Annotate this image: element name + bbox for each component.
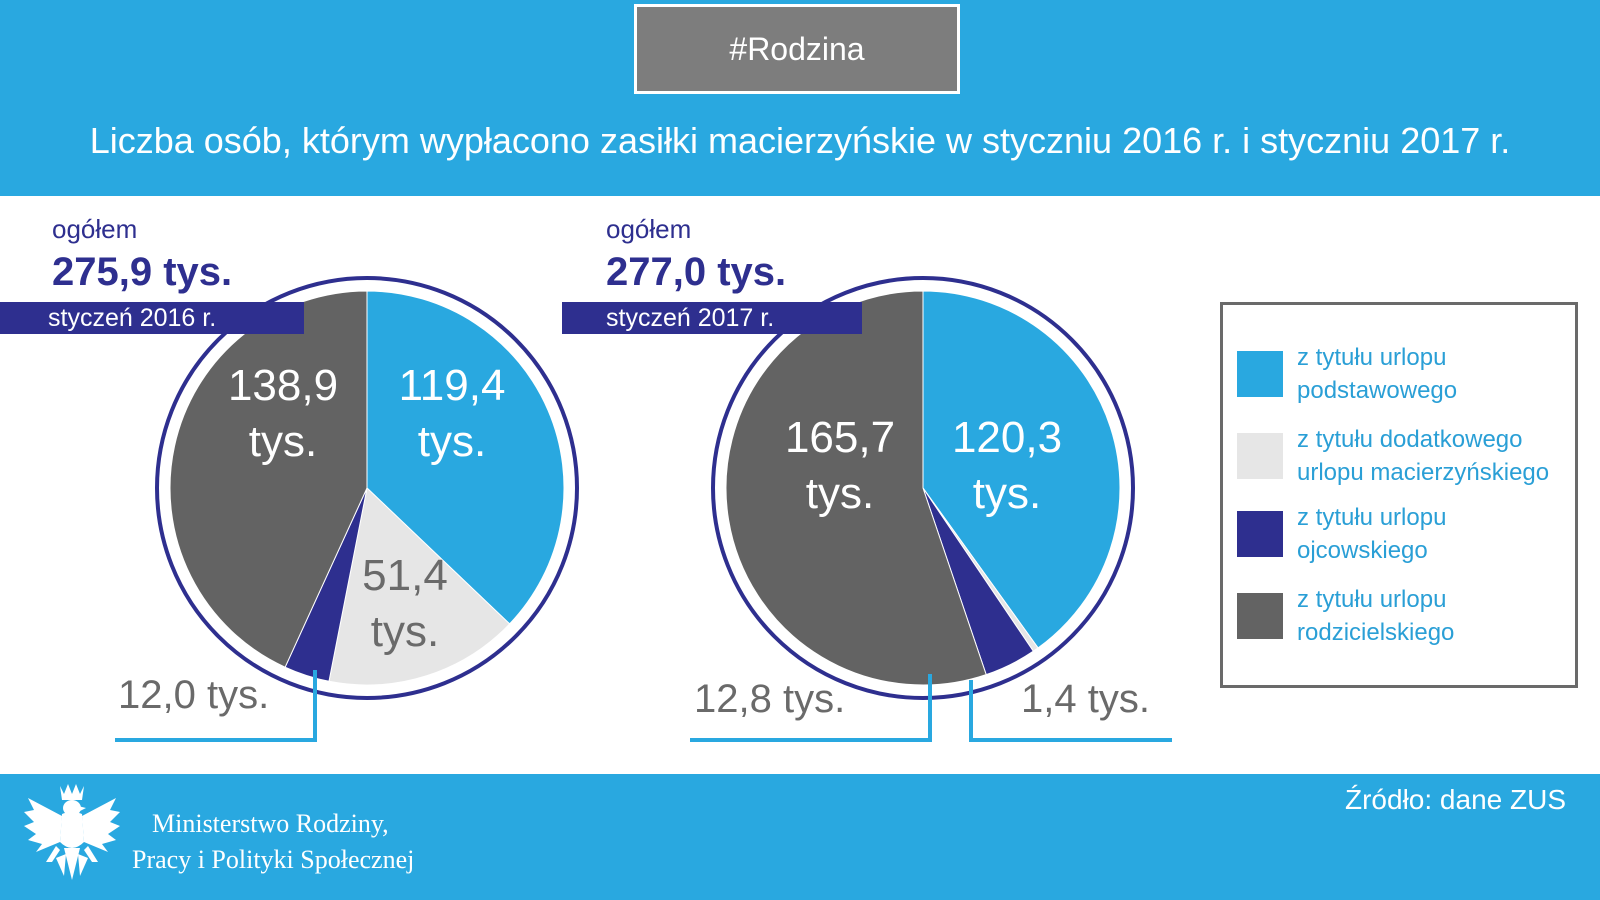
- legend-swatch-ojcowski: [1237, 511, 1283, 557]
- chart1-month-bar: [0, 302, 304, 334]
- legend-label-podstawowy: z tytułu urlopu podstawowego: [1297, 344, 1458, 404]
- pie1-rodzicielski-unit-label: tys.: [249, 417, 317, 466]
- legend-swatch-dodatkowy: [1237, 433, 1283, 479]
- chart1-month: styczeń 2016 r.: [48, 304, 217, 332]
- pie2-slice-podstawowy: [922, 290, 1121, 649]
- chart1-total: 275,9 tys.: [52, 250, 233, 294]
- pie1-slice-podstawowy: [366, 290, 565, 625]
- legend-label-ojcowski: z tytułu urlopu ojcowskiego: [1297, 504, 1447, 564]
- pie1-dodatkowy-value-label: 51,4: [362, 551, 448, 600]
- legend-swatch-podstawowy: [1237, 351, 1283, 397]
- pie1-rodzicielski-value-label: 138,9: [228, 361, 338, 410]
- pie1-podstawowy-value-label: 119,4: [399, 361, 506, 410]
- legend-swatch-rodzicielski: [1237, 593, 1283, 639]
- pie1-ojcowski-leader-line: [115, 670, 317, 742]
- footer-band: [0, 774, 1600, 900]
- polish-eagle-icon: [24, 784, 120, 880]
- page-title: Liczba osób, którym wypłacono zasiłki ma…: [89, 120, 1511, 161]
- legend: z tytułu urlopu podstawowego z tytułu do…: [1220, 302, 1578, 688]
- legend-label-rodzicielski: z tytułu urlopu rodzicielskiego: [1297, 586, 1455, 646]
- topic-tag-text: #Rodzina: [729, 30, 865, 67]
- ministry-name: Ministerstwo Rodziny, Pracy i Polityki S…: [132, 806, 414, 878]
- pie2-podstawowy-value-label: 120,3: [952, 413, 1062, 462]
- chart2-total: 277,0 tys.: [606, 250, 787, 294]
- chart2-ogolem-label: ogółem: [606, 214, 692, 244]
- pie2-podstawowy-unit-label: tys.: [973, 469, 1041, 518]
- pie2-rodzicielski-value-label: 165,7: [785, 413, 895, 462]
- ministry-line2: Pracy i Polityki Społecznej: [132, 845, 415, 874]
- topic-tag: #Rodzina: [634, 4, 960, 94]
- pie2-dodatkowy-value-label: 1,4 tys.: [1021, 677, 1150, 721]
- chart2-month-bar: [562, 302, 862, 334]
- pie-chart-1: 119,4 tys. 51,4 tys. 138,9 tys. 12,0 tys.: [115, 276, 579, 742]
- pie2-rodzicielski-unit-label: tys.: [806, 469, 874, 518]
- pie1-slice-dodatkowy: [328, 487, 511, 686]
- pie1-podstawowy-unit-label: tys.: [418, 417, 486, 466]
- legend-label-dodatkowy: z tytułu dodatkowego urlopu macierzyński…: [1297, 426, 1550, 486]
- chart2-month: styczeń 2017 r.: [606, 304, 775, 332]
- ministry-line1: Ministerstwo Rodziny,: [152, 809, 389, 838]
- pie2-dodatkowy-leader-line: [969, 680, 1172, 742]
- source-note: Źródło: dane ZUS: [1345, 784, 1566, 815]
- pie1-ojcowski-value-label: 12,0 tys.: [118, 673, 269, 717]
- pie2-ojcowski-value-label: 12,8 tys.: [694, 677, 845, 721]
- chart1-ogolem-label: ogółem: [52, 214, 138, 244]
- pie-chart-2: 120,3 tys. 165,7 tys. 1,4 tys. 12,8 tys.: [690, 276, 1172, 742]
- pie2-ojcowski-leader-line: [690, 674, 932, 742]
- pie1-dodatkowy-unit-label: tys.: [371, 607, 439, 656]
